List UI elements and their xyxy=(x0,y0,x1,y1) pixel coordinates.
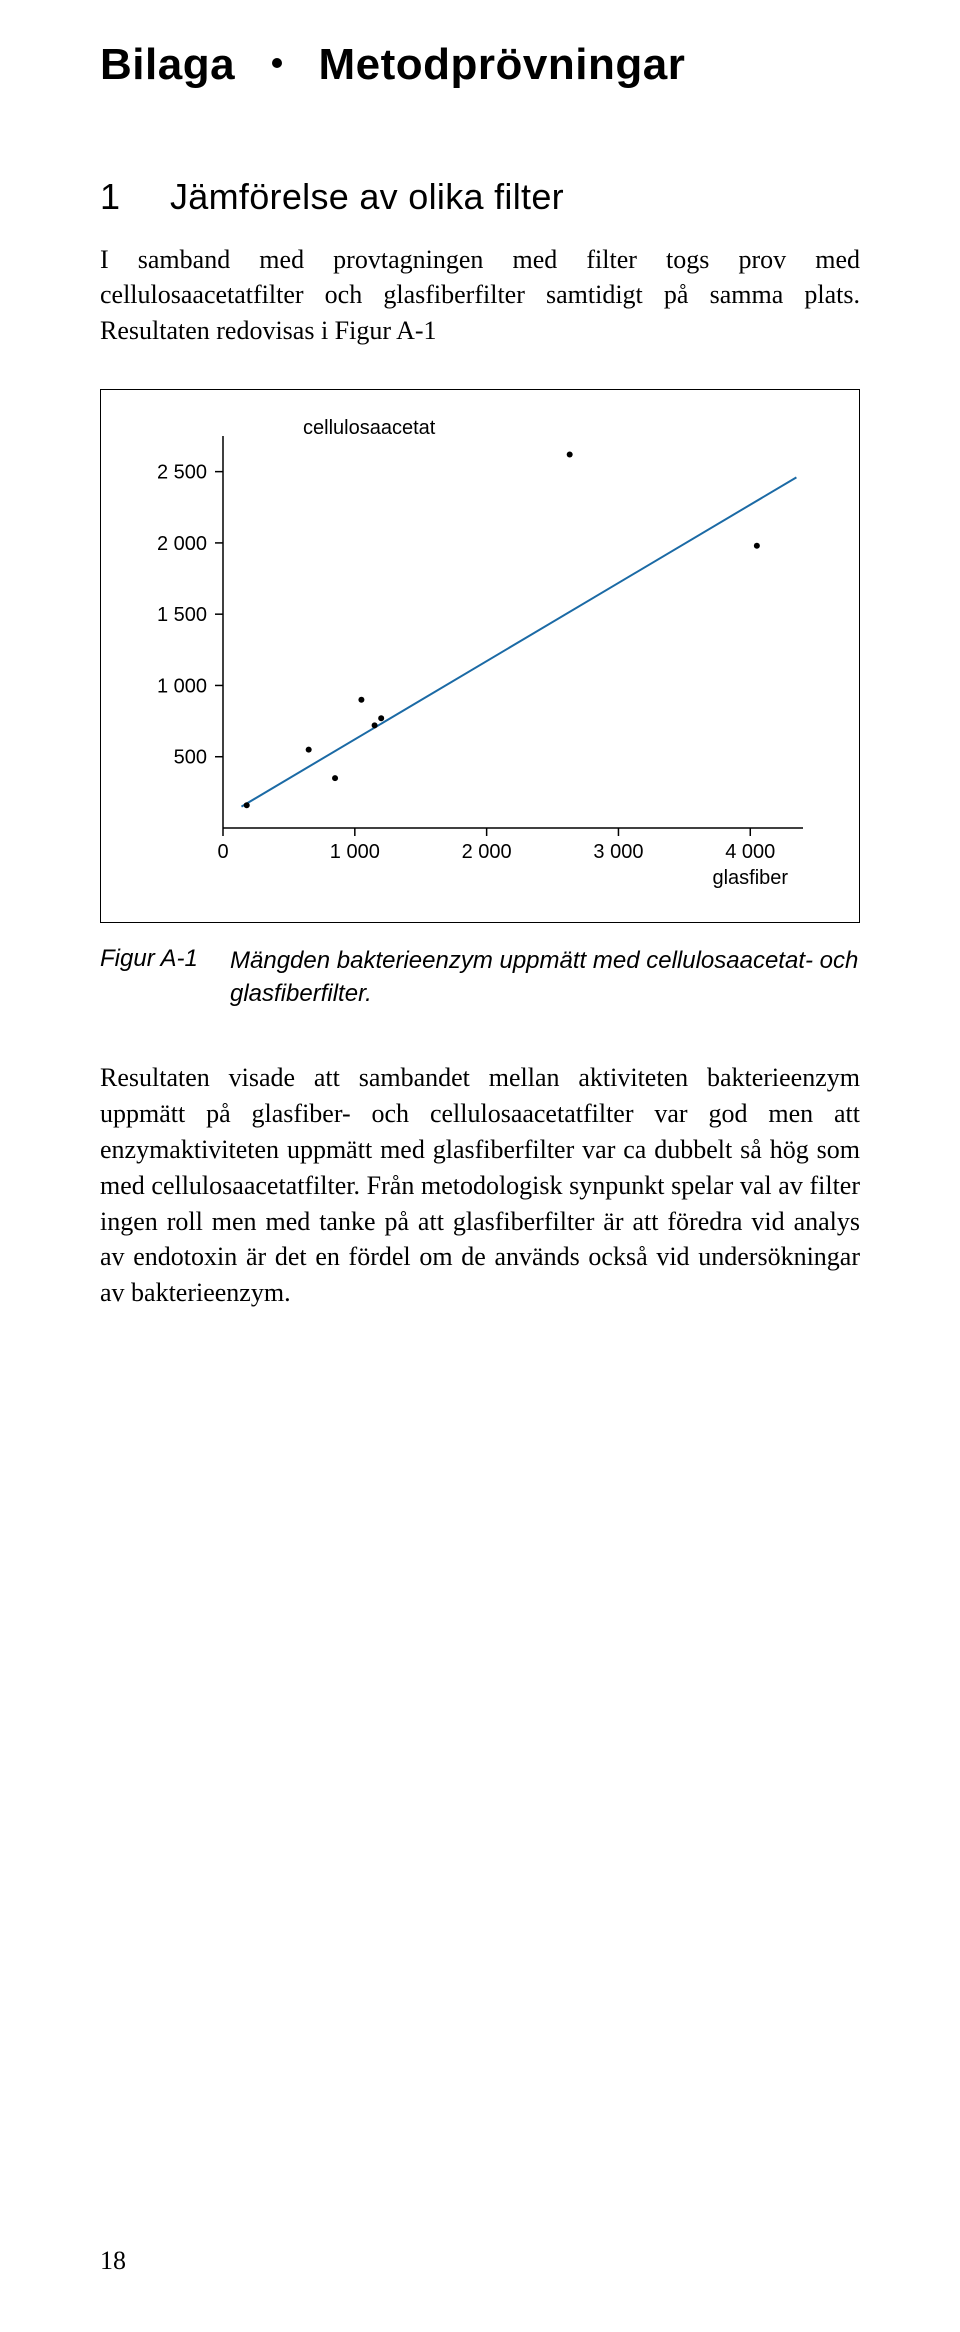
chart-inner: 500 1 000 1 500 2 000 2 500 0 1 000 2 000 3 000 4… xyxy=(133,418,827,898)
svg-text:2 000: 2 000 xyxy=(462,841,512,863)
page-number: 18 xyxy=(100,2246,126,2276)
results-paragraph: Resultaten visade att sambandet mellan a… xyxy=(100,1060,860,1311)
svg-text:3 000: 3 000 xyxy=(593,841,643,863)
section-heading: 1 Jämförelse av olika filter xyxy=(100,176,860,218)
svg-text:2 000: 2 000 xyxy=(157,533,207,555)
caption-label: Figur A-1 xyxy=(100,945,230,973)
svg-text:glasfiber: glasfiber xyxy=(712,867,788,889)
heading-title: Metodprövningar xyxy=(319,40,686,89)
section-intro: I samband med provtagningen med filter t… xyxy=(100,242,860,350)
figure-caption: Figur A-1 Mängden bakterieenzym uppmätt … xyxy=(100,945,860,1010)
page: Bilaga Metodprövningar 1 Jämförelse av o… xyxy=(0,0,960,2332)
svg-text:500: 500 xyxy=(174,747,207,769)
section-title: Jämförelse av olika filter xyxy=(170,176,564,218)
svg-text:2 500: 2 500 xyxy=(157,462,207,484)
svg-text:1 000: 1 000 xyxy=(330,841,380,863)
section-number: 1 xyxy=(100,176,170,218)
svg-text:1 000: 1 000 xyxy=(157,676,207,698)
svg-text:4 000: 4 000 xyxy=(725,841,775,863)
svg-text:1 500: 1 500 xyxy=(157,604,207,626)
heading-appendix: Bilaga xyxy=(100,40,235,89)
svg-text:cellulosaacetat: cellulosaacetat xyxy=(303,418,436,439)
chart-frame: 500 1 000 1 500 2 000 2 500 0 1 000 2 000 3 000 4… xyxy=(100,389,860,923)
caption-text: Mängden bakterieenzym uppmätt med cellul… xyxy=(230,945,860,1010)
scatter-chart: 500 1 000 1 500 2 000 2 500 0 1 000 2 000 3 000 4… xyxy=(133,418,823,898)
page-heading: Bilaga Metodprövningar xyxy=(100,40,860,91)
svg-text:0: 0 xyxy=(217,841,228,863)
heading-bullet-icon xyxy=(272,58,282,68)
